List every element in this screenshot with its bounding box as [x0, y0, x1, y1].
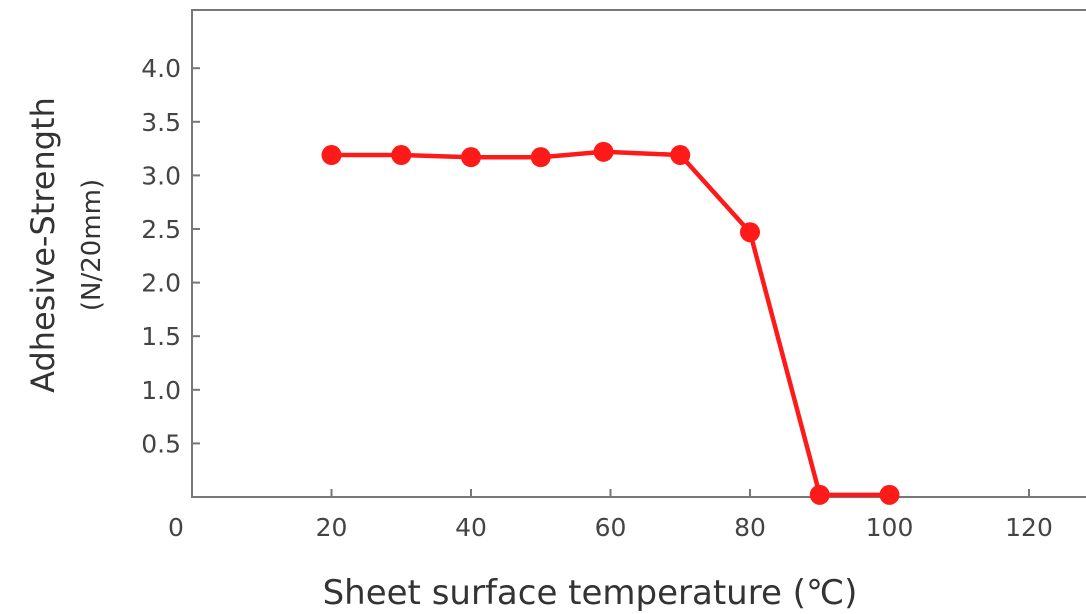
y-tick-label: 4.0	[141, 54, 181, 83]
x-tick-label: 60	[595, 513, 627, 542]
x-tick-label: 120	[1005, 513, 1053, 542]
data-point	[461, 147, 481, 168]
y-tick-label: 1.5	[141, 322, 181, 351]
data-point	[809, 484, 830, 505]
series-line	[331, 149, 890, 498]
y-tick-label: 2.5	[141, 215, 181, 244]
y-tick-label: 2.0	[141, 269, 181, 298]
data-point	[593, 141, 614, 162]
data-point	[879, 484, 900, 505]
data-point	[670, 145, 691, 166]
x-tick-label: 0	[168, 513, 184, 542]
data-point	[391, 145, 412, 166]
x-tick-label: 100	[866, 513, 914, 542]
x-tick-label: 40	[455, 513, 487, 542]
x-tick-label: 80	[734, 513, 766, 542]
data-point	[321, 145, 342, 166]
y-axis-title: Adhesive-Strength	[24, 97, 62, 393]
data-point	[740, 222, 760, 243]
plot-area-frame	[191, 9, 1086, 498]
x-axis-ticks: 0 20 40 60 80 100 120	[168, 489, 1053, 542]
y-tick-label: 0.5	[141, 429, 181, 458]
y-tick-label: 1.0	[141, 376, 181, 405]
y-axis-unit: (N/20mm)	[77, 179, 107, 311]
y-tick-label: 3.0	[141, 161, 181, 190]
series-layer	[321, 141, 900, 505]
x-tick-label: 20	[316, 513, 348, 542]
y-tick-label: 3.5	[141, 108, 181, 137]
y-axis-ticks: 0.5 1.0 1.5 2.0 2.5 3.0 3.5 4.0	[141, 54, 200, 458]
x-axis-title: Sheet surface temperature (℃)	[323, 573, 858, 613]
data-point	[530, 147, 551, 168]
